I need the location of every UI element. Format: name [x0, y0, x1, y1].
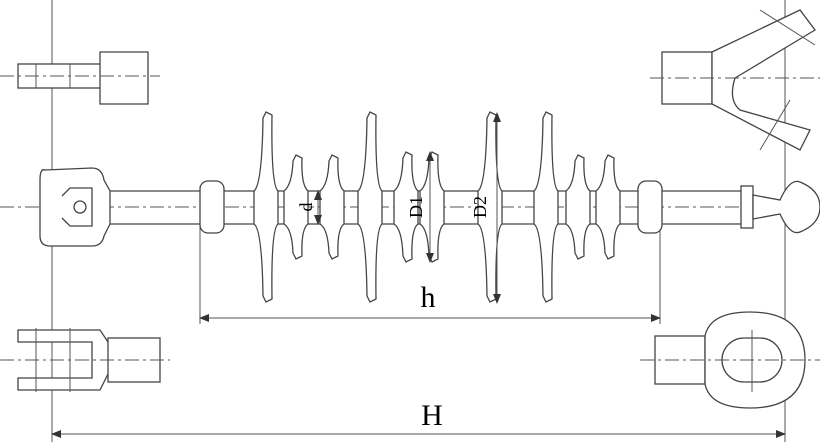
shed [393, 151, 419, 263]
collar-right [637, 180, 663, 234]
shed [595, 154, 621, 260]
bottom-left-fitting [0, 328, 170, 392]
label-d1: D1 [406, 196, 426, 218]
right-ball-fitting [740, 180, 820, 234]
label-d2: D2 [470, 196, 490, 218]
shed [357, 111, 383, 303]
label-H: H [421, 399, 443, 432]
shed [533, 111, 559, 303]
left-socket-fitting [39, 167, 111, 247]
collar-left [199, 180, 225, 234]
label-h: h [421, 281, 436, 314]
shed [565, 154, 591, 260]
label-d: d [296, 203, 316, 212]
shed [283, 154, 309, 260]
bottom-right-fitting [640, 311, 820, 409]
shed [253, 111, 279, 303]
sheds [253, 111, 621, 303]
shed [319, 154, 345, 260]
top-right-fitting [650, 9, 820, 151]
top-left-fitting [0, 51, 160, 105]
